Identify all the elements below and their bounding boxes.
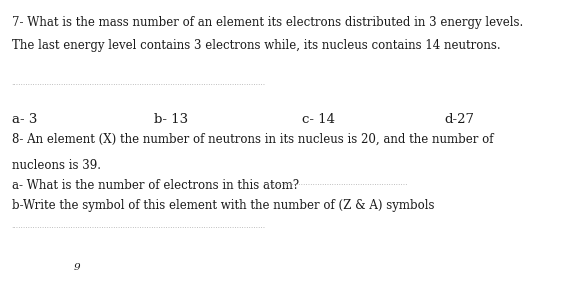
Text: ............................................................: ........................................… <box>265 179 407 187</box>
Text: ................................................................................: ........................................… <box>12 222 266 230</box>
Text: 8- An element (X) the number of neutrons in its nucleus is 20, and the number of: 8- An element (X) the number of neutrons… <box>12 133 493 146</box>
Text: The last energy level contains 3 electrons while, its nucleus contains 14 neutro: The last energy level contains 3 electro… <box>12 39 500 52</box>
Text: d-27: d-27 <box>444 113 474 126</box>
Text: a- What is the number of electrons in this atom?: a- What is the number of electrons in th… <box>12 179 299 192</box>
Text: c- 14: c- 14 <box>302 113 335 126</box>
Text: ................................................................................: ........................................… <box>12 79 266 87</box>
Text: a- 3: a- 3 <box>12 113 37 126</box>
Text: 7- What is the mass number of an element its electrons distributed in 3 energy l: 7- What is the mass number of an element… <box>12 16 523 29</box>
Text: nucleons is 39.: nucleons is 39. <box>12 159 101 172</box>
Text: b-Write the symbol of this element with the number of (Z & A) symbols: b-Write the symbol of this element with … <box>12 199 434 212</box>
Text: 9: 9 <box>74 263 81 272</box>
Text: b- 13: b- 13 <box>154 113 188 126</box>
